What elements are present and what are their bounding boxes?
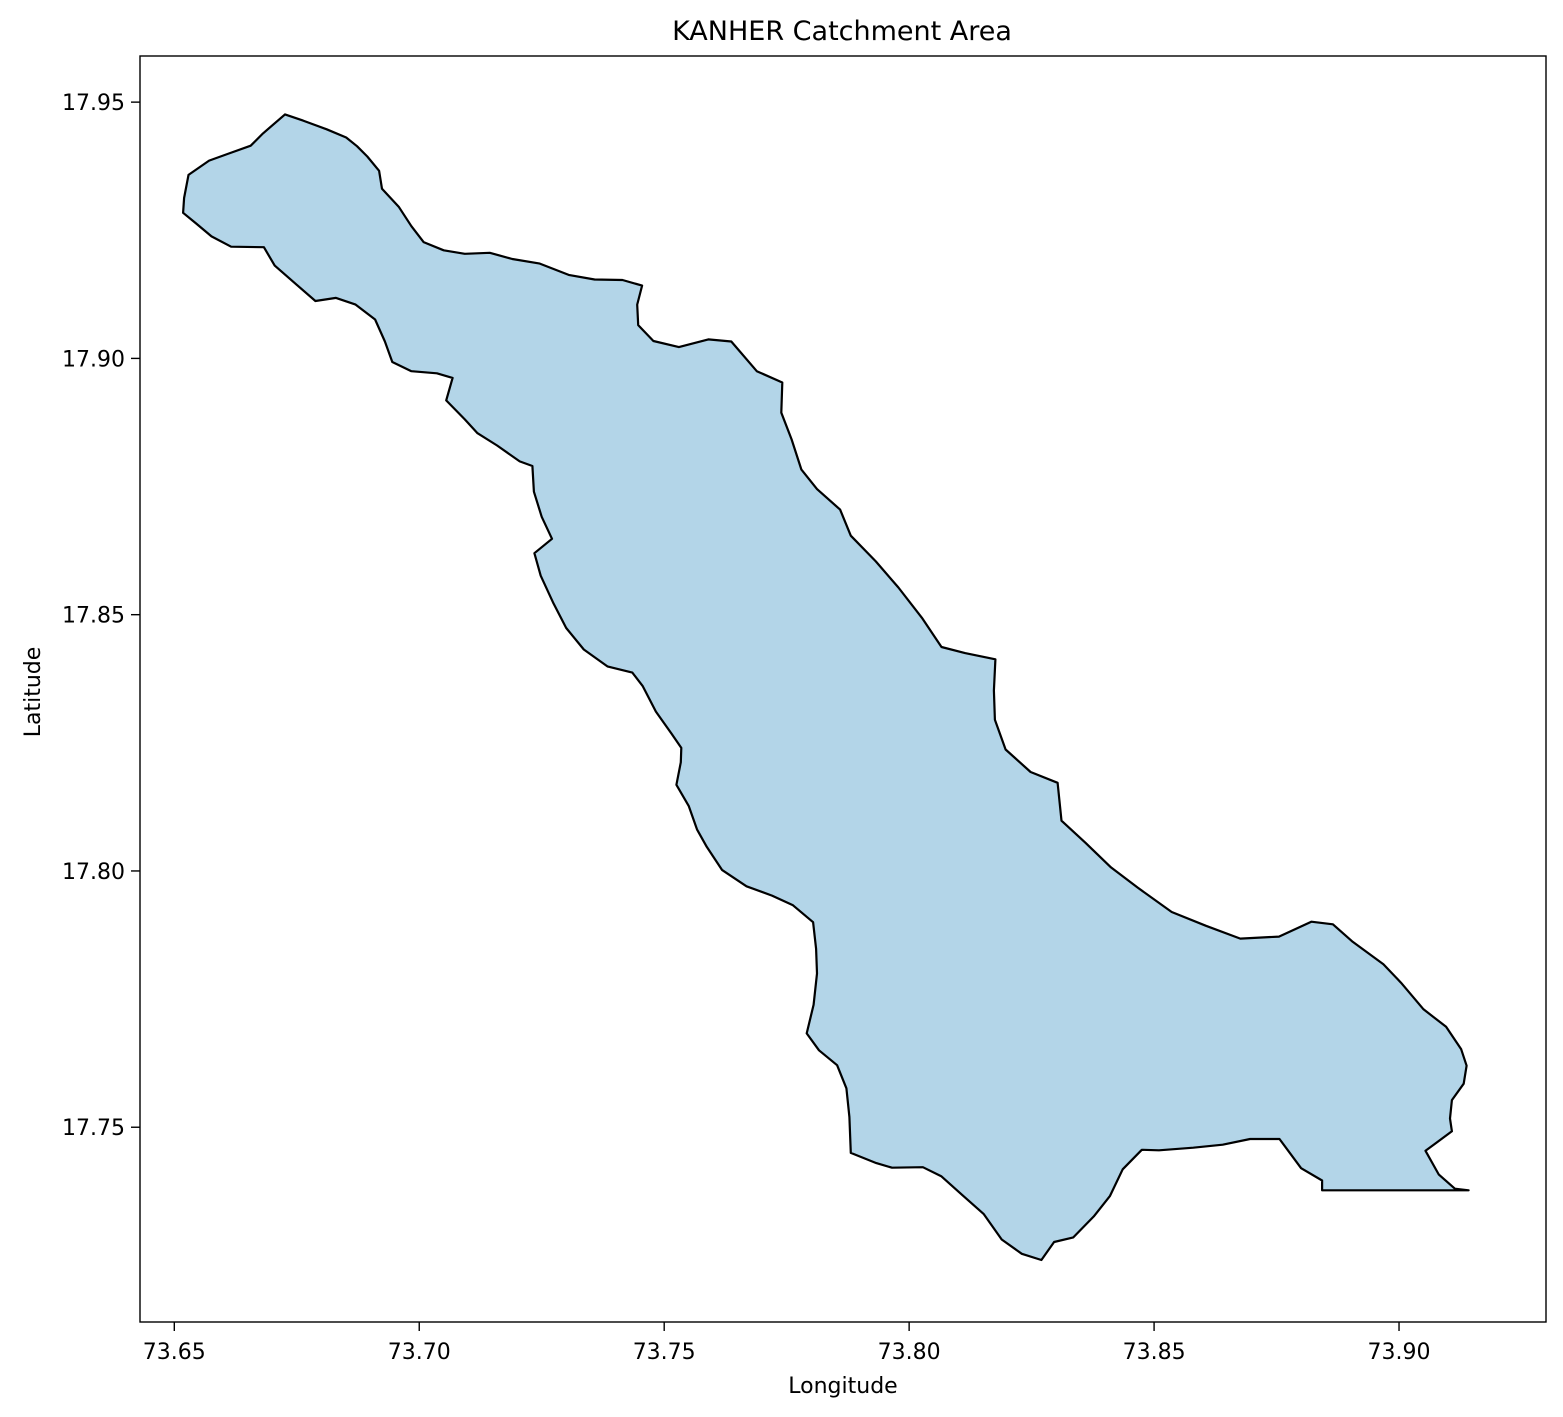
chart-title: KANHER Catchment Area (672, 16, 1012, 47)
y-tick-label: 17.75 (62, 1116, 125, 1141)
x-tick-label: 73.80 (878, 1340, 941, 1365)
y-axis: 17.75 17.80 17.85 17.90 17.95 (62, 91, 140, 1141)
catchment-polygon (182, 113, 1470, 1262)
plot-area (182, 113, 1470, 1262)
x-axis: 73.65 73.70 73.75 73.80 73.85 73.90 (143, 1322, 1431, 1365)
y-tick-label: 17.85 (62, 604, 125, 629)
y-tick-label: 17.90 (62, 347, 125, 372)
x-tick-label: 73.90 (1368, 1340, 1431, 1365)
axes-frame (139, 55, 1547, 1323)
y-tick-label: 17.95 (62, 91, 125, 116)
x-tick-label: 73.65 (143, 1340, 206, 1365)
x-tick-label: 73.85 (1123, 1340, 1186, 1365)
y-axis-label: Latitude (21, 647, 46, 738)
x-axis-label: Longitude (788, 1374, 897, 1399)
x-tick-label: 73.75 (633, 1340, 696, 1365)
x-tick-label: 73.70 (388, 1340, 451, 1365)
y-tick-label: 17.80 (62, 860, 125, 885)
